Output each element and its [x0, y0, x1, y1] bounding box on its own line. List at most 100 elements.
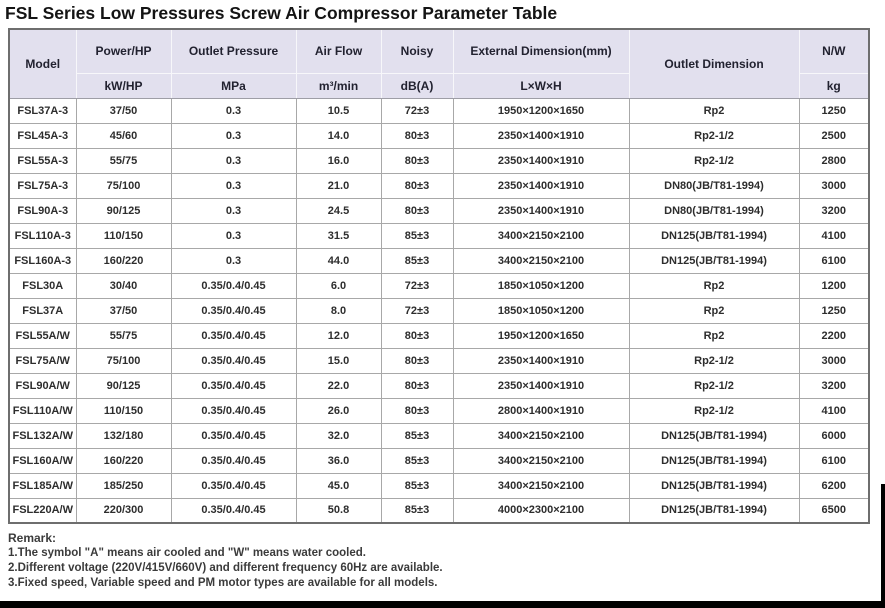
cell-power: 37/50	[75, 97, 172, 124]
cell-pressure: 0.35/0.4/0.45	[170, 272, 297, 299]
cell-pressure: 0.3	[170, 197, 297, 224]
cell-power: 90/125	[75, 197, 172, 224]
header-noisy-unit: dB(A)	[380, 72, 454, 99]
table-row: FSL55A/W 55/75 0.35/0.4/0.45 12.0 80±3 1…	[8, 322, 870, 349]
table-row: FSL90A-3 90/125 0.3 24.5 80±3 2350×1400×…	[8, 197, 870, 224]
cell-weight: 1250	[798, 97, 870, 124]
cell-airflow: 31.5	[295, 222, 382, 249]
cell-airflow: 6.0	[295, 272, 382, 299]
cell-outlet: Rp2	[628, 272, 800, 299]
cell-airflow: 45.0	[295, 472, 382, 499]
header-pressure-unit: MPa	[170, 72, 297, 99]
cell-airflow: 44.0	[295, 247, 382, 274]
cell-weight: 2800	[798, 147, 870, 174]
cell-power: 185/250	[75, 472, 172, 499]
cell-dimension: 2350×1400×1910	[452, 147, 630, 174]
table-row: FSL30A 30/40 0.35/0.4/0.45 6.0 72±3 1850…	[8, 272, 870, 299]
remark-item-1: 1.The symbol "A" means air cooled and "W…	[8, 547, 366, 559]
header-power: Power/HP	[75, 28, 172, 74]
cell-weight: 3000	[798, 347, 870, 374]
header-weight: N/W	[798, 28, 870, 74]
cell-pressure: 0.35/0.4/0.45	[170, 497, 297, 524]
cell-dimension: 3400×2150×2100	[452, 222, 630, 249]
cell-power: 220/300	[75, 497, 172, 524]
cell-model: FSL160A-3	[8, 247, 77, 274]
cell-dimension: 3400×2150×2100	[452, 422, 630, 449]
cell-model: FSL37A	[8, 297, 77, 324]
cell-pressure: 0.35/0.4/0.45	[170, 347, 297, 374]
cell-weight: 3200	[798, 197, 870, 224]
table-row: FSL185A/W 185/250 0.35/0.4/0.45 45.0 85±…	[8, 472, 870, 499]
cell-dimension: 2350×1400×1910	[452, 347, 630, 374]
cell-outlet: DN80(JB/T81-1994)	[628, 197, 800, 224]
cell-pressure: 0.3	[170, 147, 297, 174]
header-power-unit: kW/HP	[75, 72, 172, 99]
cell-power: 75/100	[75, 172, 172, 199]
header-dimension-unit: L×W×H	[452, 72, 630, 99]
cell-noisy: 80±3	[380, 347, 454, 374]
table-row: FSL45A-3 45/60 0.3 14.0 80±3 2350×1400×1…	[8, 122, 870, 149]
cell-noisy: 80±3	[380, 372, 454, 399]
remark-item-3: 3.Fixed speed, Variable speed and PM mot…	[8, 577, 438, 589]
cell-pressure: 0.3	[170, 172, 297, 199]
table-row: FSL160A-3 160/220 0.3 44.0 85±3 3400×215…	[8, 247, 870, 274]
cell-noisy: 80±3	[380, 197, 454, 224]
cell-outlet: Rp2-1/2	[628, 397, 800, 424]
cell-weight: 1200	[798, 272, 870, 299]
cell-pressure: 0.3	[170, 122, 297, 149]
cell-power: 160/220	[75, 447, 172, 474]
cell-airflow: 36.0	[295, 447, 382, 474]
cell-noisy: 80±3	[380, 397, 454, 424]
table-body: FSL37A-3 37/50 0.3 10.5 72±3 1950×1200×1…	[8, 97, 870, 524]
cell-dimension: 3400×2150×2100	[452, 472, 630, 499]
page-title: FSL Series Low Pressures Screw Air Compr…	[5, 3, 558, 23]
cell-noisy: 85±3	[380, 497, 454, 524]
cell-pressure: 0.35/0.4/0.45	[170, 472, 297, 499]
cell-outlet: DN125(JB/T81-1994)	[628, 497, 800, 524]
cell-outlet: DN125(JB/T81-1994)	[628, 222, 800, 249]
cell-model: FSL75A/W	[8, 347, 77, 374]
cell-pressure: 0.35/0.4/0.45	[170, 422, 297, 449]
table-row: FSL90A/W 90/125 0.35/0.4/0.45 22.0 80±3 …	[8, 372, 870, 399]
cell-noisy: 80±3	[380, 172, 454, 199]
remark-item-2: 2.Different voltage (220V/415V/660V) and…	[8, 562, 443, 574]
table-row: FSL55A-3 55/75 0.3 16.0 80±3 2350×1400×1…	[8, 147, 870, 174]
cell-pressure: 0.35/0.4/0.45	[170, 372, 297, 399]
cell-power: 90/125	[75, 372, 172, 399]
cell-power: 55/75	[75, 147, 172, 174]
cell-dimension: 1950×1200×1650	[452, 322, 630, 349]
table-row: FSL220A/W 220/300 0.35/0.4/0.45 50.8 85±…	[8, 497, 870, 524]
cell-model: FSL90A/W	[8, 372, 77, 399]
cell-airflow: 15.0	[295, 347, 382, 374]
parameter-table: Model Power/HP Outlet Pressure Air Flow …	[8, 28, 870, 524]
cell-outlet: Rp2-1/2	[628, 372, 800, 399]
cell-power: 160/220	[75, 247, 172, 274]
cell-pressure: 0.3	[170, 97, 297, 124]
cell-model: FSL185A/W	[8, 472, 77, 499]
cell-model: FSL45A-3	[8, 122, 77, 149]
header-pressure: Outlet Pressure	[170, 28, 297, 74]
cell-airflow: 32.0	[295, 422, 382, 449]
table-row: FSL160A/W 160/220 0.35/0.4/0.45 36.0 85±…	[8, 447, 870, 474]
cell-noisy: 85±3	[380, 422, 454, 449]
header-row-1: Model Power/HP Outlet Pressure Air Flow …	[8, 28, 870, 99]
table-row: FSL75A-3 75/100 0.3 21.0 80±3 2350×1400×…	[8, 172, 870, 199]
cell-power: 75/100	[75, 347, 172, 374]
cell-noisy: 80±3	[380, 122, 454, 149]
cell-pressure: 0.35/0.4/0.45	[170, 447, 297, 474]
cell-model: FSL55A-3	[8, 147, 77, 174]
cell-dimension: 1850×1050×1200	[452, 297, 630, 324]
cell-airflow: 24.5	[295, 197, 382, 224]
header-airflow-unit: m³/min	[295, 72, 382, 99]
cell-pressure: 0.35/0.4/0.45	[170, 322, 297, 349]
table-header: Model Power/HP Outlet Pressure Air Flow …	[8, 28, 870, 99]
cell-outlet: Rp2	[628, 97, 800, 124]
header-dimension: External Dimension(mm)	[452, 28, 630, 74]
cell-outlet: DN125(JB/T81-1994)	[628, 247, 800, 274]
cell-model: FSL75A-3	[8, 172, 77, 199]
cell-dimension: 3400×2150×2100	[452, 247, 630, 274]
cell-outlet: DN125(JB/T81-1994)	[628, 472, 800, 499]
cell-power: 45/60	[75, 122, 172, 149]
cell-dimension: 1850×1050×1200	[452, 272, 630, 299]
cell-weight: 6100	[798, 247, 870, 274]
